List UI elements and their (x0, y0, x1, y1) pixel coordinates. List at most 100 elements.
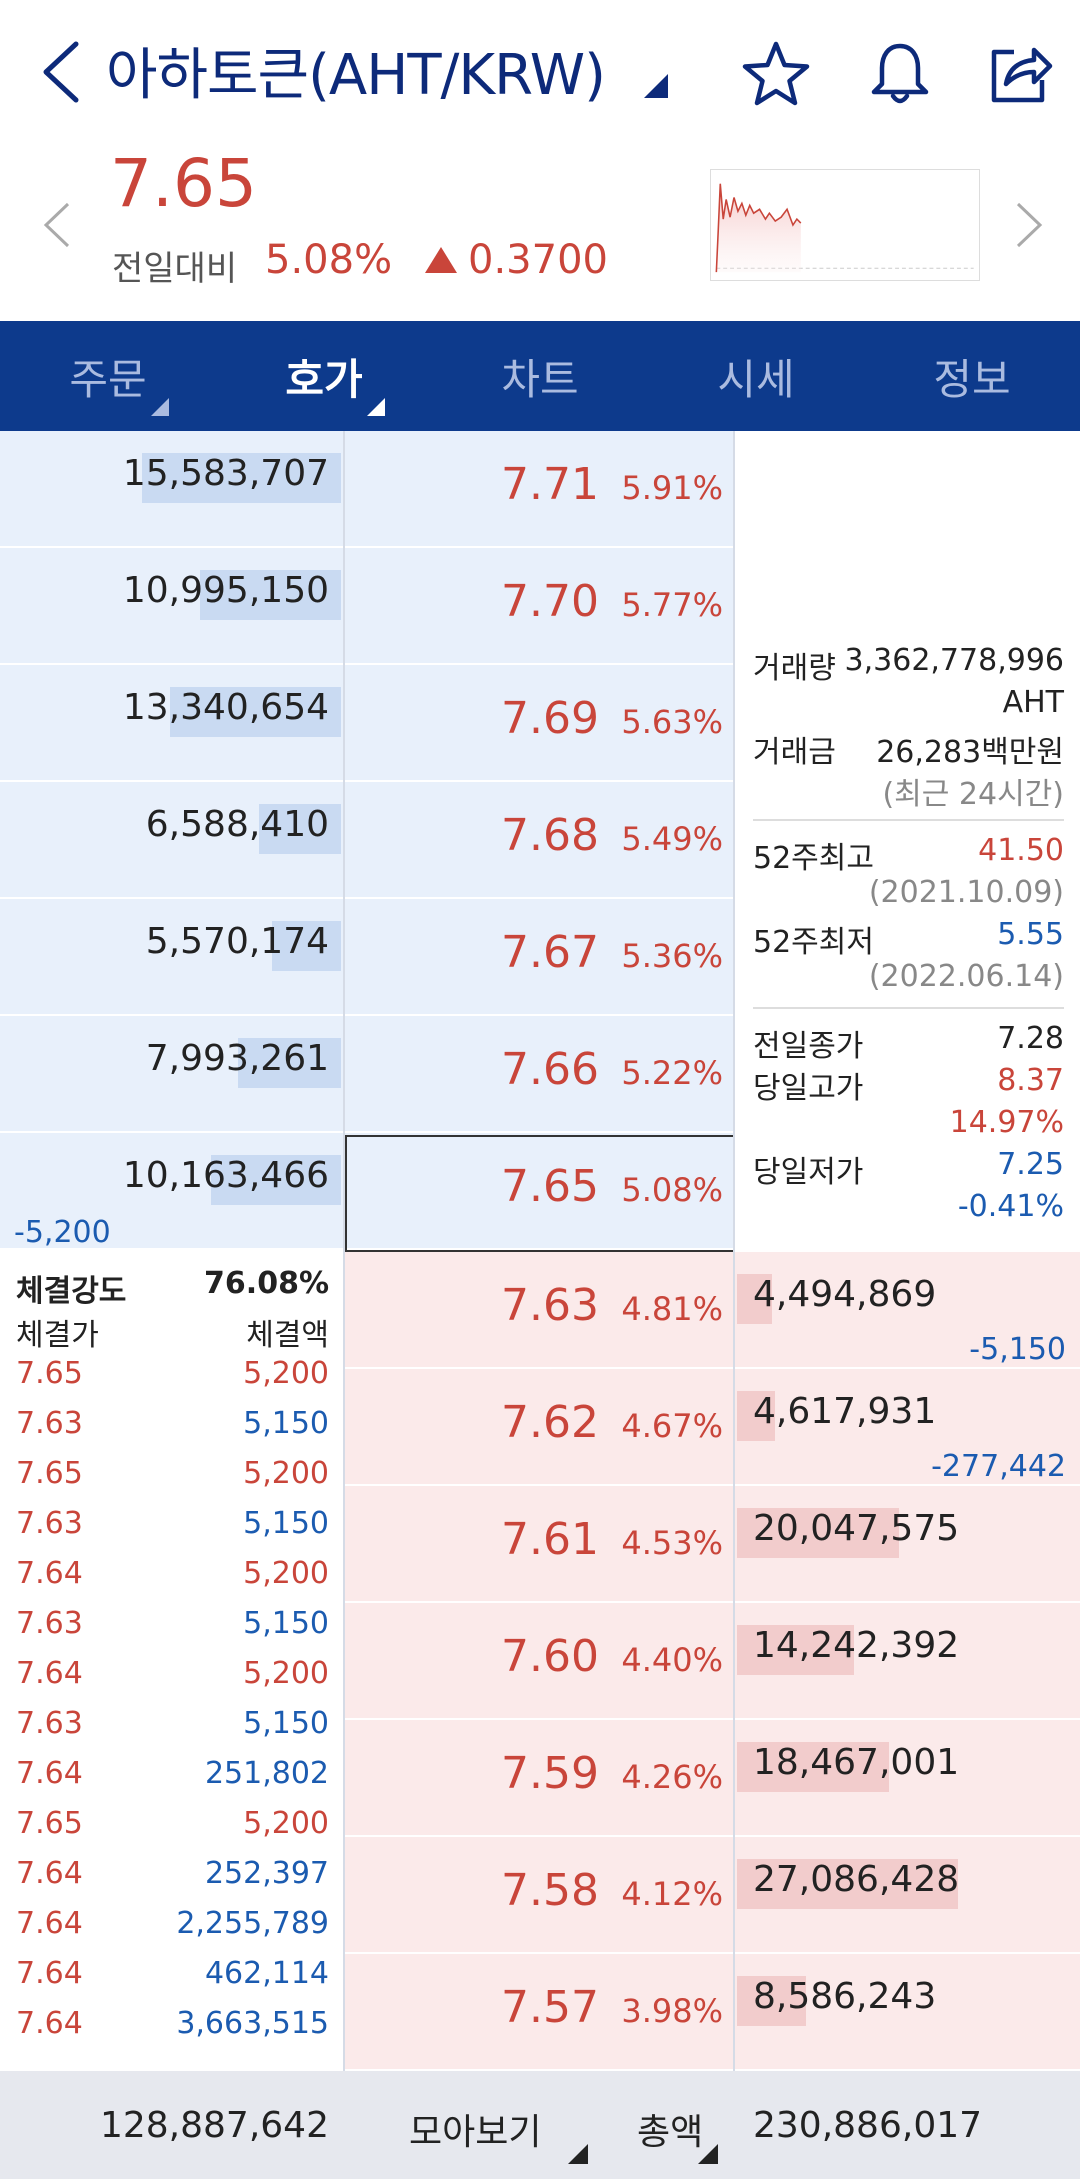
total-mode-button[interactable]: 총액 (637, 2112, 704, 2153)
ask-volume-bar (238, 1038, 341, 1088)
ask-volume-bar (210, 1155, 341, 1205)
ask-row[interactable]: 7,993,261 7.66 5.22% (0, 1016, 1080, 1133)
trade-row: 7.65 5,200 (0, 1352, 343, 1402)
volume-unit: AHT (1002, 685, 1064, 720)
view-mode-button[interactable]: 모아보기 (409, 2112, 542, 2153)
tab-info[interactable]: 정보 (864, 321, 1080, 431)
ask-price-cell[interactable]: 7.69 5.63% (345, 665, 733, 780)
trade-price: 7.63 (16, 1506, 83, 1541)
bid-rate: 4.12% (621, 1875, 723, 1913)
trade-amount: 2,255,789 (176, 1906, 329, 1941)
trade-amount: 5,200 (243, 1556, 329, 1591)
order-book-footer: 128,887,642 모아보기 총액 230,886,017 (0, 2071, 1080, 2179)
trade-price: 7.64 (16, 2006, 83, 2041)
column-divider (343, 431, 345, 2071)
bid-row[interactable]: 7.60 4.40% 14,242,392 (0, 1603, 1080, 1720)
bid-row[interactable]: 7.62 4.67% 4,617,931 -277,442 (0, 1369, 1080, 1486)
bid-row[interactable]: 7.61 4.53% 20,047,575 (0, 1486, 1080, 1603)
trade-amount: 5,200 (243, 1356, 329, 1391)
star-icon[interactable] (740, 38, 812, 110)
ask-price-cell[interactable]: 7.65 5.08% (345, 1133, 733, 1248)
bid-price-cell[interactable]: 7.58 4.12% (345, 1837, 733, 1952)
current-price-highlight (345, 1135, 735, 1252)
day-high-rate: 14.97% (949, 1105, 1064, 1140)
ask-volume-cell: 7,993,261 (0, 1016, 343, 1131)
ask-row[interactable]: 10,163,466 -5,200 7.65 5.08% (0, 1133, 1080, 1250)
trade-price: 7.64 (16, 1856, 83, 1891)
bid-volume: 18,467,001 (753, 1742, 960, 1783)
bid-price-cell[interactable]: 7.62 4.67% (345, 1369, 733, 1484)
bid-row[interactable]: 7.59 4.26% 18,467,001 (0, 1720, 1080, 1837)
trade-amount-header: 체결액 (246, 1318, 329, 1353)
ask-row[interactable]: 5,570,174 7.67 5.36% (0, 899, 1080, 1016)
bid-price: 7.63 (501, 1280, 599, 1331)
bid-volume-bar (737, 1391, 775, 1441)
trade-amount: 5,200 (243, 1656, 329, 1691)
ask-rate: 5.63% (621, 703, 723, 741)
tab-orderbook[interactable]: 호가 (216, 321, 432, 431)
trade-row: 7.64 3,663,515 (0, 2002, 343, 2052)
bid-volume: 4,494,869 (753, 1274, 937, 1315)
ask-volume: 7,993,261 (145, 1038, 329, 1079)
trade-history-panel[interactable]: 체결강도 76.08% 체결가 체결액 7.65 5,200 7.63 5,150 … (0, 1252, 343, 2070)
trade-price: 7.64 (16, 1956, 83, 1991)
ask-row[interactable]: 6,588,410 7.68 5.49% (0, 782, 1080, 899)
ask-volume: 10,163,466 (122, 1155, 329, 1196)
bid-row[interactable]: 7.58 4.12% 27,086,428 (0, 1837, 1080, 1954)
next-coin-icon[interactable] (1014, 200, 1044, 250)
coin-title[interactable]: 아하토큰(AHT/KRW) (106, 43, 606, 108)
bid-volume-cell: 4,494,869 -5,150 (735, 1252, 1080, 1367)
ask-price: 7.70 (501, 576, 599, 627)
prev-coin-icon[interactable] (42, 200, 72, 250)
low52-date: (2022.06.14) (868, 959, 1064, 994)
bell-icon[interactable] (864, 38, 936, 110)
bid-price-cell[interactable]: 7.57 3.98% (345, 1954, 733, 2069)
ask-row[interactable]: 15,583,707 7.71 5.91% (0, 431, 1080, 548)
trade-amount: 462,114 (204, 1956, 329, 1991)
back-arrow-icon[interactable] (38, 40, 88, 104)
bid-price: 7.59 (501, 1748, 599, 1799)
footer-controls: 모아보기 총액 (345, 2071, 733, 2179)
strength-label: 체결강도 (16, 1274, 127, 1309)
tab-market[interactable]: 시세 (648, 321, 864, 431)
bid-price-cell[interactable]: 7.59 4.26% (345, 1720, 733, 1835)
tab-market-label: 시세 (717, 354, 795, 404)
bid-rate: 4.67% (621, 1407, 723, 1445)
bid-volume-bar (737, 1508, 900, 1558)
trade-amount: 5,150 (243, 1406, 329, 1441)
bid-volume-cell: 8,586,243 (735, 1954, 1080, 2069)
tab-order[interactable]: 주문 (0, 321, 216, 431)
caret-down-icon[interactable] (642, 72, 670, 100)
trade-amount: 3,663,515 (176, 2006, 329, 2041)
trade-price: 7.65 (16, 1456, 83, 1491)
trade-row: 7.64 462,114 (0, 1952, 343, 2002)
ask-rate: 5.91% (621, 469, 723, 507)
ask-row[interactable]: 13,340,654 7.69 5.63% (0, 665, 1080, 782)
bid-price-cell[interactable]: 7.63 4.81% (345, 1252, 733, 1367)
ask-price-cell[interactable]: 7.71 5.91% (345, 431, 733, 546)
bid-row[interactable]: 7.57 3.98% 8,586,243 (0, 1954, 1080, 2071)
bid-price-cell[interactable]: 7.61 4.53% (345, 1486, 733, 1601)
day-high-value: 8.37 (997, 1063, 1064, 1098)
bid-price: 7.61 (501, 1514, 599, 1565)
trade-price: 7.64 (16, 1756, 83, 1791)
ask-price-cell[interactable]: 7.67 5.36% (345, 899, 733, 1014)
trade-row: 7.63 5,150 (0, 1602, 343, 1652)
trade-row: 7.63 5,150 (0, 1502, 343, 1552)
ask-price-cell[interactable]: 7.68 5.49% (345, 782, 733, 897)
ask-volume-bar (272, 921, 341, 971)
ask-price-cell[interactable]: 7.70 5.77% (345, 548, 733, 663)
ask-price: 7.71 (501, 459, 599, 510)
mini-price-chart[interactable] (710, 169, 980, 281)
trade-amount: 5,200 (243, 1806, 329, 1841)
bid-row[interactable]: 7.63 4.81% 4,494,869 -5,150 (0, 1252, 1080, 1369)
ask-price-cell[interactable]: 7.66 5.22% (345, 1016, 733, 1131)
bid-volume-cell: 18,467,001 (735, 1720, 1080, 1835)
bid-price-cell[interactable]: 7.60 4.40% (345, 1603, 733, 1718)
ask-row[interactable]: 10,995,150 7.70 5.77% (0, 548, 1080, 665)
ask-volume-cell: 10,995,150 (0, 548, 343, 663)
trade-amount: 5,150 (243, 1706, 329, 1741)
trade-row: 7.65 5,200 (0, 1452, 343, 1502)
tab-chart[interactable]: 차트 (432, 321, 648, 431)
share-icon[interactable] (984, 38, 1056, 110)
